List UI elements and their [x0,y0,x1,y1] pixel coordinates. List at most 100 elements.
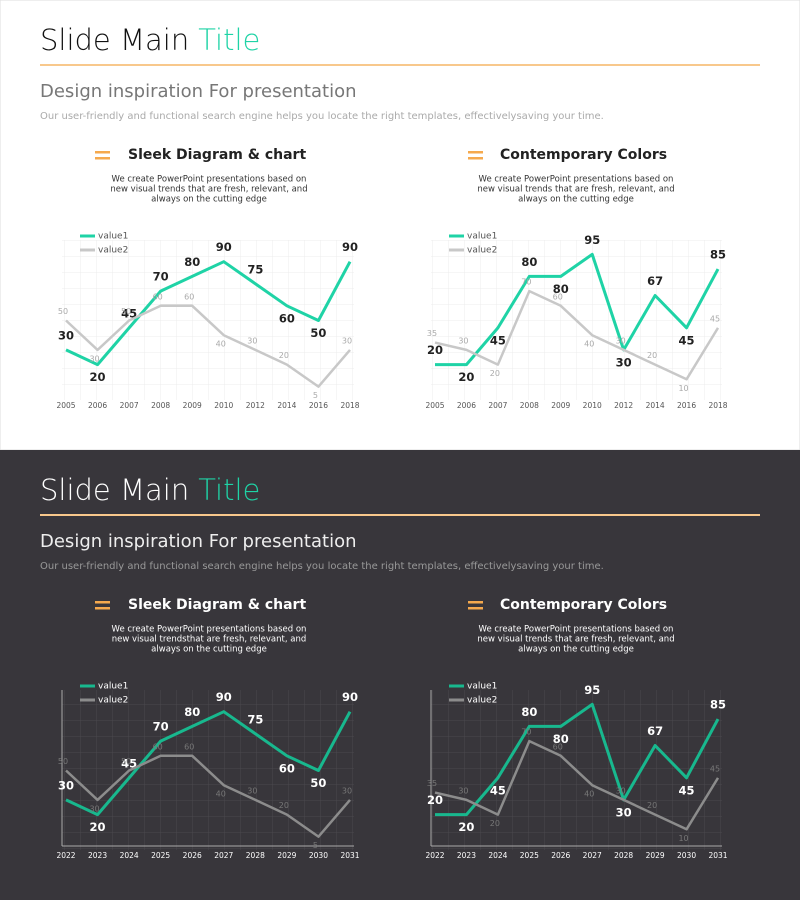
data-label: 20 [279,801,289,810]
section-heading: Sleek Diagram & chart [128,147,306,163]
section-icon [95,607,110,610]
data-label: 45 [710,764,720,773]
x-tick-label: 2028 [246,851,265,860]
data-label: 30 [89,804,99,813]
series-line [65,304,351,388]
data-label: 67 [647,724,663,738]
data-label: 80 [553,282,569,296]
x-tick-label: 2025 [520,851,539,860]
series-line [434,289,720,381]
title-main: Slide Main [40,473,189,507]
section-icon [95,157,110,160]
data-label: 60 [184,292,194,301]
x-tick-label: 2024 [120,851,139,860]
x-tick-label: 2027 [214,851,233,860]
data-label: 50 [121,307,131,316]
data-label: 90 [216,690,232,704]
data-label: 67 [647,274,663,288]
x-tick-label: 2014 [646,401,665,410]
x-tick-label: 2030 [677,851,696,860]
title-main: Slide Main [40,23,189,57]
x-tick-label: 2022 [425,851,444,860]
data-label: 20 [427,793,443,807]
x-tick-label: 2031 [708,851,727,860]
x-tick-label: 2026 [183,851,202,860]
x-tick-label: 2009 [551,401,570,410]
subtitle: Design inspiration For presentation [40,531,357,552]
data-label: 35 [427,779,437,788]
x-tick-label: 2010 [583,401,602,410]
slide: Slide Main Title Design inspiration For pr… [40,473,760,860]
data-label: 10 [678,834,688,843]
x-tick-label: 2006 [457,401,476,410]
data-label: 70 [521,728,531,737]
data-label: 60 [153,742,163,751]
data-label: 20 [490,819,500,828]
x-tick-label: 2005 [56,401,75,410]
x-tick-label: 2016 [677,401,696,410]
data-label: 40 [584,340,594,349]
data-label: 45 [121,756,137,770]
data-label: 90 [216,240,232,254]
series-line [65,260,352,367]
x-tick-label: 2018 [340,401,359,410]
legend-label: value1 [98,682,128,692]
data-label: 70 [521,278,531,287]
series-line [65,754,351,838]
data-label: 90 [342,240,358,254]
data-label: 5 [313,391,318,400]
legend-label: value2 [98,696,128,706]
x-tick-label: 2028 [614,851,633,860]
x-tick-label: 2029 [646,851,665,860]
data-label: 30 [247,336,257,345]
data-label: 20 [90,370,106,384]
data-label: 30 [58,328,74,342]
x-tick-label: 2006 [88,401,107,410]
data-label: 20 [647,351,657,360]
x-tick-label: 2026 [551,851,570,860]
data-label: 45 [679,333,695,347]
data-label: 20 [90,820,106,834]
x-tick-label: 2009 [183,401,202,410]
data-label: 50 [58,757,68,766]
data-label: 30 [616,355,632,369]
data-label: 35 [427,329,437,338]
x-tick-label: 2029 [277,851,296,860]
data-label: 80 [521,255,537,269]
section-text: new visual trends that are fresh, releva… [477,185,674,195]
title-accent: Title [198,473,260,507]
legend-label: value2 [467,246,497,256]
x-tick-label: 2031 [340,851,359,860]
data-label: 20 [427,343,443,357]
data-label: 80 [184,705,200,719]
slide: Slide Main Title Design inspiration For pr… [40,23,760,410]
data-label: 60 [153,292,163,301]
data-label: 10 [678,384,688,393]
data-label: 20 [458,370,474,384]
section-icon [468,607,483,610]
section-text: always on the cutting edge [151,645,267,655]
section-text: new visual trends that are fresh, releva… [477,635,674,645]
data-label: 20 [647,801,657,810]
subtitle: Design inspiration For presentation [40,81,357,102]
data-label: 95 [584,233,600,247]
data-label: 80 [553,732,569,746]
slide-title: Slide Main Title [40,23,260,57]
data-label: 30 [58,778,74,792]
data-label: 30 [458,786,468,795]
legend-label: value1 [98,232,128,242]
data-label: 60 [184,742,194,751]
title-accent: Title [198,23,260,57]
section-text: We create PowerPoint presentations based… [112,625,307,635]
section-icon [95,601,110,604]
data-label: 95 [584,683,600,697]
data-label: 30 [89,354,99,363]
data-label: 50 [58,307,68,316]
data-label: 80 [521,705,537,719]
legend-label: value1 [467,682,497,692]
data-label: 45 [490,783,506,797]
data-label: 40 [584,790,594,799]
x-tick-label: 2008 [520,401,539,410]
description: Our user-friendly and functional search … [40,111,604,122]
